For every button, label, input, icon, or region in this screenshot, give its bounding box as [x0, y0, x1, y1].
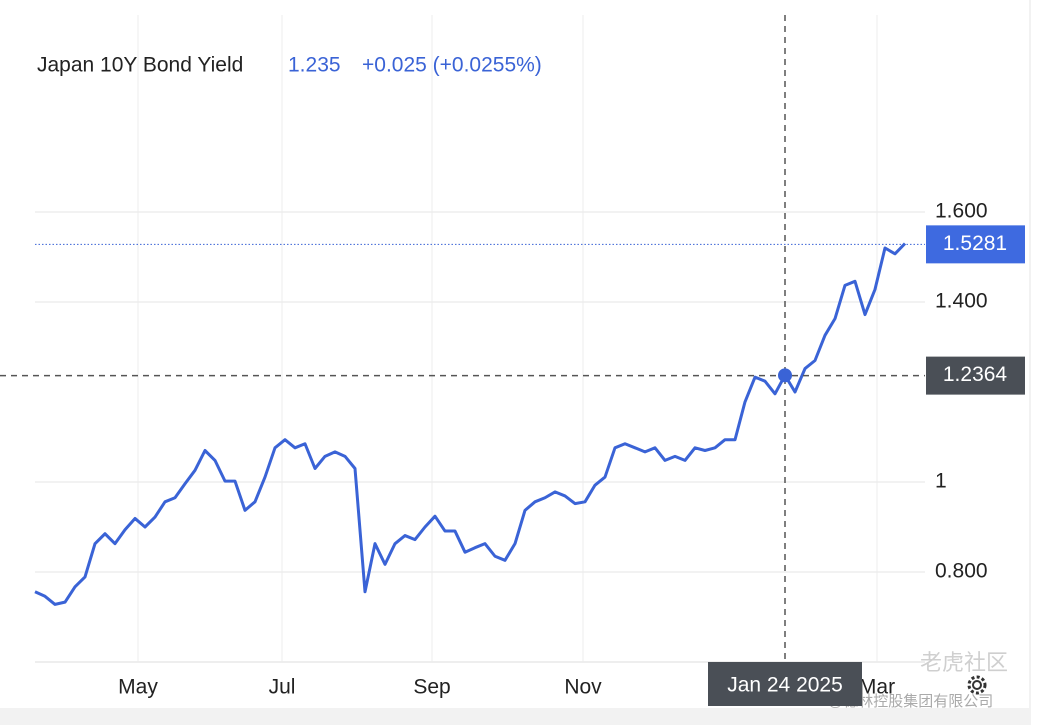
crosshair-y-box: [926, 356, 1025, 395]
settings-icon[interactable]: [967, 675, 987, 695]
x-tick-label: Mar: [859, 676, 895, 699]
line-series: [34, 242, 907, 606]
footer-bar: [0, 708, 1030, 725]
crosshair-x-label: Jan 24 2025: [727, 674, 843, 697]
chart-title: Japan 10Y Bond Yield: [37, 54, 243, 77]
y-tick-label: 1: [935, 470, 947, 493]
gear-hub[interactable]: [972, 680, 982, 690]
crosshair-y-label: 1.2364: [943, 363, 1008, 386]
x-tick-label: Jul: [269, 676, 296, 699]
last-price-label: 1.5281: [943, 232, 1007, 255]
watermark: @德林控股集团有限公司: [828, 692, 993, 710]
y-tick-label: 1.600: [935, 200, 988, 223]
watermark: 老虎社区: [920, 650, 1008, 675]
price: 1.235: [288, 54, 341, 77]
x-tick-label: Sep: [413, 676, 450, 699]
x-tick-label: Nov: [564, 676, 602, 699]
gear[interactable]: [967, 675, 987, 695]
change: +0.025 (+0.0255%): [362, 54, 542, 77]
last-price-box: [926, 225, 1025, 264]
crosshair-point: [778, 368, 792, 383]
crosshair-x-box: [708, 662, 862, 706]
y-tick-label: 1.400: [935, 290, 988, 313]
x-tick-label: May: [118, 676, 158, 699]
y-tick-label: 0.800: [935, 560, 988, 583]
